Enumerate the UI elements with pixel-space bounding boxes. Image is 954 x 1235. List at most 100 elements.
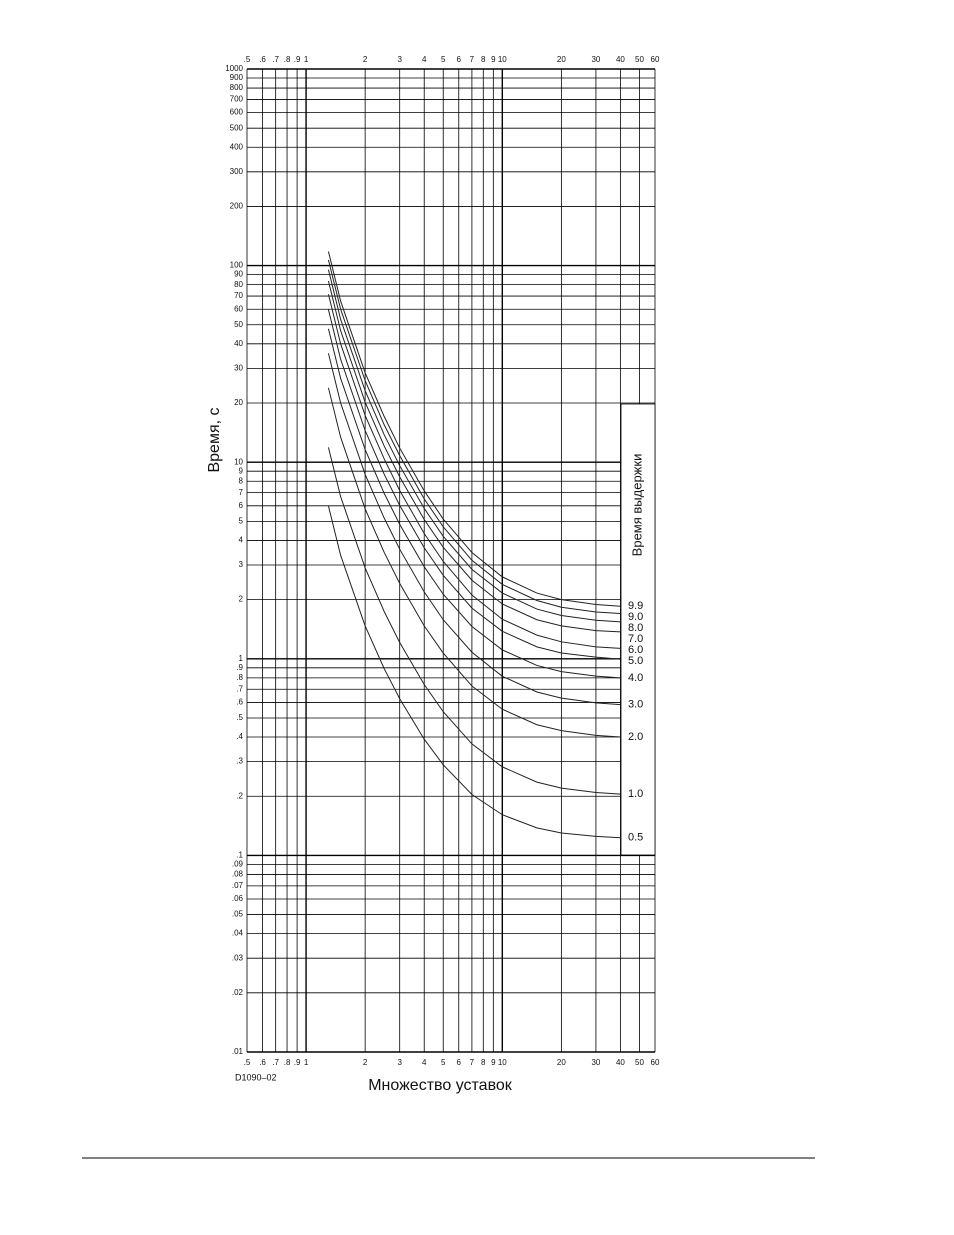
y-tick-label: 6 <box>239 501 244 510</box>
x-tick-label: 40 <box>616 1058 625 1067</box>
x-tick-label: 1 <box>304 55 309 64</box>
y-tick-label: 500 <box>230 123 244 132</box>
y-tick-label: 900 <box>230 73 244 82</box>
x-tick-label: 20 <box>557 1058 566 1067</box>
x-tick-label: 6 <box>457 1058 462 1067</box>
x-axis-label: Множество уставок <box>368 1077 513 1094</box>
y-tick-label: 8 <box>239 476 244 485</box>
x-tick-label: 8 <box>481 1058 486 1067</box>
y-tick-label: 30 <box>234 364 243 373</box>
y-tick-label: 800 <box>230 83 244 92</box>
x-tick-label: .7 <box>272 1058 279 1067</box>
y-tick-label: .07 <box>232 881 244 890</box>
x-tick-label: 5 <box>441 1058 446 1067</box>
x-tick-label: 6 <box>457 55 462 64</box>
y-tick-label: .04 <box>232 929 244 938</box>
curve <box>327 280 621 633</box>
legend-label: 7.0 <box>628 633 643 645</box>
y-tick-label: 3 <box>239 560 244 569</box>
x-tick-label: 4 <box>422 1058 427 1067</box>
y-tick-label: 600 <box>230 108 244 117</box>
y-tick-label: 20 <box>234 398 243 407</box>
x-tick-label: 60 <box>651 1058 660 1067</box>
x-tick-label: 4 <box>422 55 427 64</box>
x-tick-label: 10 <box>498 1058 507 1067</box>
y-tick-label: .1 <box>236 851 243 860</box>
legend-label: 4.0 <box>628 672 643 684</box>
y-tick-label: 400 <box>230 142 244 151</box>
x-tick-label: .8 <box>284 55 291 64</box>
x-tick-label: 3 <box>397 1058 402 1067</box>
x-tick-label: .5 <box>244 1058 251 1067</box>
curve <box>327 447 621 795</box>
y-tick-label: 700 <box>230 95 244 104</box>
x-tick-label: 50 <box>635 55 644 64</box>
x-tick-label: 3 <box>397 55 402 64</box>
y-tick-label: 90 <box>234 270 243 279</box>
x-tick-label: .5 <box>244 55 251 64</box>
y-tick-label: 60 <box>234 304 243 313</box>
y-tick-label: .4 <box>236 732 243 741</box>
y-tick-label: 9 <box>239 466 244 475</box>
curve <box>327 328 621 679</box>
y-tick-label: 4 <box>239 536 244 545</box>
x-tick-label: .6 <box>259 55 266 64</box>
legend-label: 3.0 <box>628 698 643 710</box>
legend-label: 6.0 <box>628 644 643 656</box>
x-tick-label: 9 <box>491 1058 496 1067</box>
y-tick-label: 1 <box>239 654 244 663</box>
y-tick-label: .08 <box>232 870 244 879</box>
curve <box>327 259 621 614</box>
y-tick-label: .5 <box>236 713 243 722</box>
x-tick-label: .9 <box>294 55 301 64</box>
x-tick-label: 1 <box>304 1058 309 1067</box>
legend-label: 5.0 <box>628 655 643 667</box>
y-tick-label: 300 <box>230 167 244 176</box>
curve <box>327 353 621 706</box>
curve <box>327 309 621 660</box>
y-tick-label: 1000 <box>225 64 243 73</box>
curve <box>327 505 621 839</box>
legend-title: Время выдержки <box>629 454 644 557</box>
y-tick-label: .8 <box>236 673 243 682</box>
x-tick-label: 8 <box>481 55 486 64</box>
y-tick-label: 80 <box>234 280 243 289</box>
y-tick-label: .9 <box>236 663 243 672</box>
x-tick-label: 60 <box>651 55 660 64</box>
y-tick-label: .01 <box>232 1047 244 1056</box>
x-tick-label: 2 <box>363 1058 368 1067</box>
y-tick-label: .05 <box>232 910 244 919</box>
y-tick-label: 2 <box>239 595 244 604</box>
x-tick-label: 5 <box>441 55 446 64</box>
curve <box>327 387 621 738</box>
y-tick-label: .6 <box>236 698 243 707</box>
x-tick-label: 10 <box>498 55 507 64</box>
x-tick-label: 30 <box>591 55 600 64</box>
y-tick-label: 100 <box>230 261 244 270</box>
y-tick-label: 200 <box>230 202 244 211</box>
x-tick-label: 7 <box>470 1058 475 1067</box>
x-tick-label: 50 <box>635 1058 644 1067</box>
y-tick-label: 5 <box>239 516 244 525</box>
x-tick-label: .6 <box>259 1058 266 1067</box>
y-tick-label: .06 <box>232 894 244 903</box>
x-tick-label: .7 <box>272 55 279 64</box>
x-tick-label: .8 <box>284 1058 291 1067</box>
legend-box <box>620 403 656 856</box>
y-tick-label: .2 <box>236 791 243 800</box>
x-tick-label: 7 <box>470 55 475 64</box>
y-tick-label: 50 <box>234 320 243 329</box>
y-tick-label: 40 <box>234 339 243 348</box>
x-tick-label: 20 <box>557 55 566 64</box>
curve <box>327 269 621 623</box>
y-tick-label: .02 <box>232 988 244 997</box>
legend-label: 9.9 <box>628 600 643 612</box>
annotation: D1090–02 <box>235 1072 277 1082</box>
y-axis-label: Время, с <box>206 407 223 472</box>
x-tick-label: 30 <box>591 1058 600 1067</box>
y-tick-label: .7 <box>236 684 243 693</box>
y-tick-label: 7 <box>239 488 244 497</box>
legend-label: 9.0 <box>628 611 643 623</box>
grid <box>246 68 656 1053</box>
